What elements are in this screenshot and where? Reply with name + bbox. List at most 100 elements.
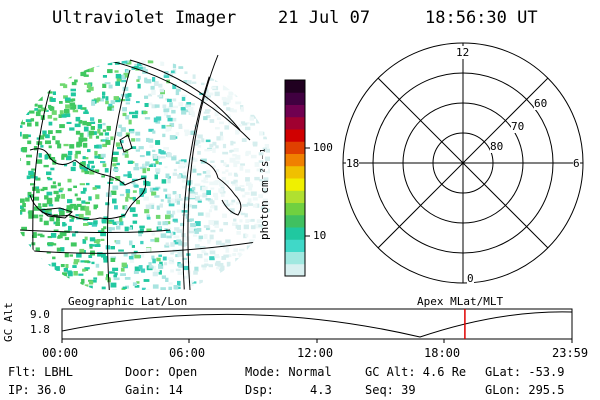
emission-pixel <box>175 86 179 89</box>
emission-pixel <box>80 60 84 62</box>
emission-pixel <box>189 169 194 174</box>
emission-pixel <box>74 123 81 128</box>
emission-pixel <box>191 186 196 191</box>
emission-pixel <box>144 117 151 120</box>
emission-pixel <box>258 224 263 228</box>
emission-pixel <box>132 190 137 193</box>
emission-pixel <box>265 171 270 174</box>
emission-pixel <box>83 67 90 73</box>
emission-pixel <box>20 264 23 267</box>
emission-pixel <box>247 260 252 264</box>
emission-pixel <box>115 240 121 245</box>
emission-pixel <box>44 288 50 290</box>
emission-pixel <box>34 65 38 69</box>
emission-pixel <box>124 206 128 211</box>
emission-pixel <box>246 202 250 205</box>
emission-pixel <box>203 225 210 228</box>
emission-pixel <box>204 149 210 152</box>
emission-pixel <box>145 79 152 84</box>
emission-pixel <box>55 140 60 145</box>
emission-pixel <box>226 115 232 121</box>
emission-pixel <box>20 234 22 238</box>
emission-pixel <box>91 280 97 283</box>
emission-pixel <box>172 210 176 215</box>
emission-pixel <box>210 187 215 190</box>
emission-pixel <box>57 284 63 287</box>
emission-pixel <box>48 130 53 134</box>
emission-pixel <box>228 60 233 64</box>
emission-pixel <box>170 198 175 204</box>
emission-pixel <box>50 185 57 189</box>
emission-pixel <box>87 149 91 153</box>
emission-pixel <box>259 167 263 173</box>
emission-pixel <box>177 251 183 257</box>
emission-pixel <box>198 235 204 240</box>
emission-pixel <box>59 110 64 115</box>
emission-pixel <box>199 297 203 301</box>
emission-pixel <box>47 91 53 94</box>
emission-pixel <box>253 268 259 273</box>
emission-pixel <box>170 242 175 247</box>
polar-plot <box>342 42 584 284</box>
emission-pixel <box>229 271 235 274</box>
emission-pixel <box>254 176 260 181</box>
emission-pixel <box>254 162 260 167</box>
emission-pixel <box>152 77 156 82</box>
emission-pixel <box>70 166 76 172</box>
emission-pixel <box>86 182 90 186</box>
emission-pixel <box>203 111 210 114</box>
emission-pixel <box>123 72 129 78</box>
emission-pixel <box>130 181 136 184</box>
emission-pixel <box>127 171 131 176</box>
emission-pixel <box>62 272 67 277</box>
altitude-timeline <box>61 308 573 343</box>
emission-pixel <box>181 96 186 101</box>
emission-pixel <box>270 105 275 110</box>
emission-pixel <box>68 225 72 231</box>
emission-pixel <box>250 68 256 74</box>
emission-pixel <box>261 87 266 93</box>
emission-pixel <box>155 116 162 121</box>
emission-pixel <box>52 57 56 60</box>
emission-pixel <box>63 143 69 147</box>
emission-pixel <box>89 170 95 175</box>
emission-pixel <box>51 243 57 246</box>
emission-pixel <box>134 163 139 167</box>
emission-pixel <box>238 248 245 252</box>
emission-pixel <box>132 196 136 201</box>
emission-pixel <box>219 64 225 69</box>
coastline <box>38 207 73 219</box>
emission-pixel <box>161 290 167 293</box>
emission-pixel <box>30 70 35 74</box>
emission-pixel <box>36 96 43 101</box>
emission-pixel <box>233 148 239 152</box>
emission-pixel <box>59 60 63 63</box>
emission-pixel <box>230 209 235 214</box>
lat-label-70: 70 <box>511 120 525 133</box>
emission-pixel <box>86 164 90 169</box>
emission-pixel <box>214 196 219 201</box>
emission-pixel <box>268 130 270 135</box>
emission-pixel <box>69 254 73 257</box>
emission-pixel <box>61 74 68 78</box>
emission-pixel <box>118 60 124 61</box>
emission-pixel <box>242 259 246 262</box>
emission-pixel <box>263 188 267 192</box>
emission-pixel <box>160 291 165 294</box>
emission-pixel <box>91 100 96 106</box>
emission-pixel <box>251 218 255 222</box>
emission-pixel <box>156 257 161 262</box>
emission-pixel <box>83 111 89 114</box>
emission-pixel <box>258 194 263 199</box>
emission-pixel <box>246 99 252 104</box>
emission-pixel <box>245 259 249 263</box>
emission-pixel <box>25 244 31 249</box>
emission-pixel <box>208 209 212 213</box>
emission-pixel <box>7 87 13 92</box>
emission-pixel <box>165 126 172 132</box>
emission-pixel <box>221 288 225 290</box>
emission-pixel <box>39 217 43 222</box>
emission-pixel <box>71 81 77 86</box>
emission-pixel <box>11 262 17 266</box>
emission-pixel <box>101 286 106 290</box>
